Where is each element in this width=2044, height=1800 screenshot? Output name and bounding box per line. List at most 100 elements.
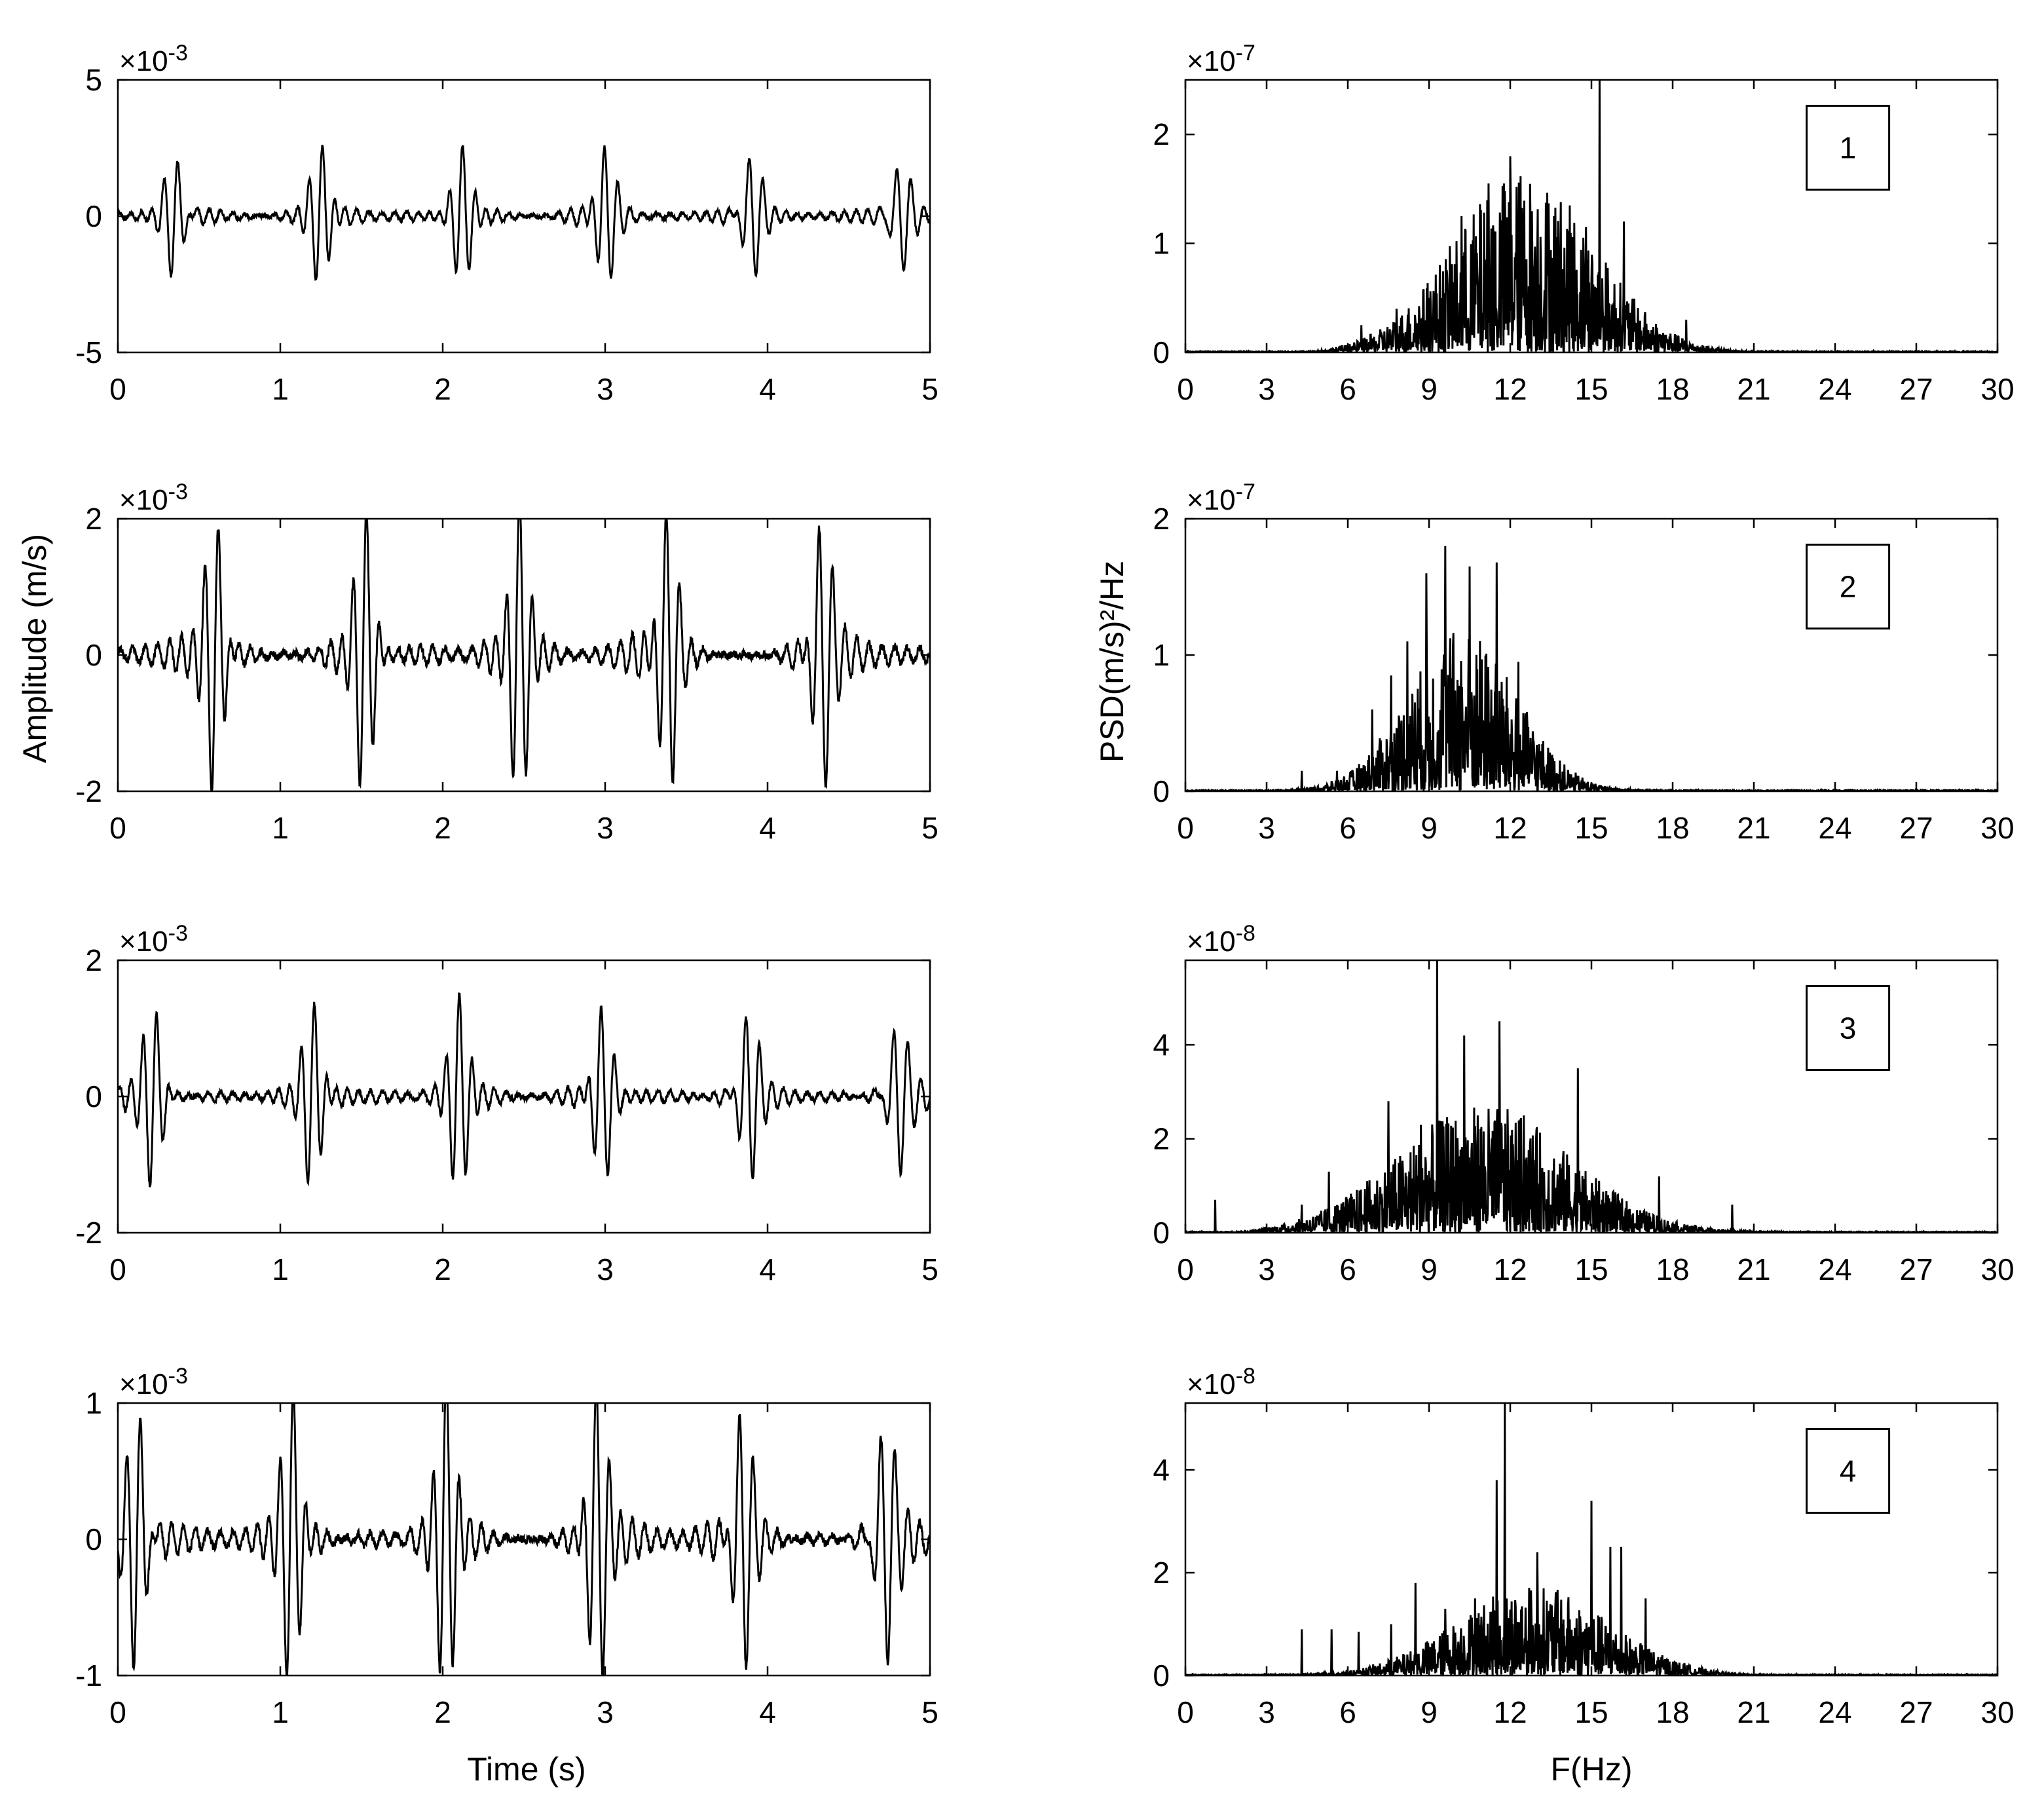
xtick-label-p2-2: 6 bbox=[1339, 811, 1356, 845]
panel-t4: 0 1 2 3 4 5-101×10-3 bbox=[75, 1364, 938, 1729]
legend-box-p2 bbox=[1806, 544, 1891, 630]
xtick-label-p3-3: 9 bbox=[1421, 1252, 1438, 1286]
legend-label-p4: 4 bbox=[1840, 1454, 1857, 1488]
xtick-label-p4-3: 9 bbox=[1421, 1695, 1438, 1729]
xtick-label-p1-3: 9 bbox=[1421, 372, 1438, 406]
xtick-label-p2-0: 0 bbox=[1177, 811, 1194, 845]
xtick-label-p3-8: 24 bbox=[1818, 1252, 1851, 1286]
left-ylabel: Amplitude (m/s) bbox=[16, 534, 53, 763]
multiplier-base-t3: ×10 bbox=[119, 926, 168, 958]
xtick-label-p2-9: 27 bbox=[1899, 811, 1933, 845]
xtick-label-t3-2: 2 bbox=[434, 1252, 451, 1286]
xtick-label-p1-9: 27 bbox=[1899, 372, 1933, 406]
xtick-label-t1-5: 5 bbox=[921, 372, 938, 406]
multiplier-p3: ×10-8 bbox=[1187, 921, 1255, 958]
ytick-label-t1-1: 0 bbox=[85, 199, 102, 233]
ytick-label-p4-2: 4 bbox=[1153, 1453, 1170, 1487]
multiplier-exponent-t1: -3 bbox=[168, 41, 188, 66]
panel-t1: 0 1 2 3 4 5-505×10-3 bbox=[75, 41, 938, 406]
xtick-label-p3-2: 6 bbox=[1339, 1252, 1356, 1286]
multiplier-base-t4: ×10 bbox=[119, 1368, 168, 1400]
xtick-label-p2-10: 30 bbox=[1980, 811, 2014, 845]
right-ylabel: PSD(m/s)²/Hz bbox=[1094, 561, 1130, 762]
right-xlabel: F(Hz) bbox=[1551, 1751, 1633, 1788]
ytick-label-t1-2: 5 bbox=[85, 63, 102, 97]
ytick-label-p3-2: 4 bbox=[1153, 1028, 1170, 1062]
xtick-label-t3-0: 0 bbox=[109, 1252, 126, 1286]
multiplier-t3: ×10-3 bbox=[119, 921, 188, 958]
ytick-label-t2-2: 2 bbox=[85, 502, 102, 536]
legend-label-p1: 1 bbox=[1840, 131, 1857, 165]
xtick-label-p3-5: 15 bbox=[1574, 1252, 1608, 1286]
ytick-label-t2-0: -2 bbox=[75, 774, 102, 808]
multiplier-t4: ×10-3 bbox=[119, 1364, 188, 1400]
xtick-label-p1-1: 3 bbox=[1258, 372, 1275, 406]
multiplier-exponent-p3: -8 bbox=[1236, 921, 1255, 946]
xtick-label-p4-6: 18 bbox=[1656, 1695, 1689, 1729]
xtick-label-p2-5: 15 bbox=[1574, 811, 1608, 845]
ytick-label-p1-1: 1 bbox=[1153, 227, 1170, 261]
ytick-label-p3-0: 0 bbox=[1153, 1216, 1170, 1250]
xtick-label-p4-4: 12 bbox=[1493, 1695, 1527, 1729]
xtick-label-p4-7: 21 bbox=[1737, 1695, 1770, 1729]
xtick-label-p4-5: 15 bbox=[1574, 1695, 1608, 1729]
multiplier-p4: ×10-8 bbox=[1187, 1364, 1255, 1400]
xtick-label-p1-10: 30 bbox=[1980, 372, 2014, 406]
ytick-label-p4-0: 0 bbox=[1153, 1659, 1170, 1693]
xtick-label-t1-1: 1 bbox=[272, 372, 289, 406]
xtick-label-p2-3: 9 bbox=[1421, 811, 1438, 845]
xtick-label-t4-2: 2 bbox=[434, 1695, 451, 1729]
xtick-label-t1-3: 3 bbox=[597, 372, 614, 406]
xtick-label-p1-7: 21 bbox=[1737, 372, 1770, 406]
ytick-label-p2-1: 1 bbox=[1153, 638, 1170, 672]
multiplier-p2: ×10-7 bbox=[1187, 479, 1255, 516]
multiplier-exponent-t2: -3 bbox=[168, 479, 188, 504]
multiplier-exponent-t4: -3 bbox=[168, 1364, 188, 1389]
multiplier-exponent-p1: -7 bbox=[1236, 41, 1255, 66]
ytick-label-p3-1: 2 bbox=[1153, 1122, 1170, 1156]
xtick-label-p4-1: 3 bbox=[1258, 1695, 1275, 1729]
series-line-t3 bbox=[118, 992, 930, 1188]
xtick-label-t3-5: 5 bbox=[921, 1252, 938, 1286]
series-line-t2 bbox=[118, 519, 930, 791]
multiplier-base-p3: ×10 bbox=[1187, 926, 1236, 958]
xtick-label-t1-2: 2 bbox=[434, 372, 451, 406]
legend-box-p3 bbox=[1806, 985, 1891, 1072]
multiplier-p1: ×10-7 bbox=[1187, 41, 1255, 77]
xtick-label-p1-6: 18 bbox=[1656, 372, 1689, 406]
xtick-label-p3-9: 27 bbox=[1899, 1252, 1933, 1286]
ytick-label-p1-2: 2 bbox=[1153, 117, 1170, 151]
xtick-label-t3-4: 4 bbox=[759, 1252, 776, 1286]
xtick-label-t2-5: 5 bbox=[921, 811, 938, 845]
xtick-label-t2-3: 3 bbox=[597, 811, 614, 845]
panels: 0 1 2 3 4 5-505×10-30 1 2 3 4 5-202×10-30 1 2 3 4 5-202… bbox=[75, 41, 2014, 1729]
xtick-label-p2-8: 24 bbox=[1818, 811, 1851, 845]
multiplier-exponent-t3: -3 bbox=[168, 921, 188, 946]
multiplier-base-p1: ×10 bbox=[1187, 45, 1236, 77]
multiplier-t1: ×10-3 bbox=[119, 41, 188, 77]
xtick-label-t4-4: 4 bbox=[759, 1695, 776, 1729]
xtick-label-t4-0: 0 bbox=[109, 1695, 126, 1729]
legend-label-p3: 3 bbox=[1840, 1011, 1857, 1045]
multiplier-exponent-p4: -8 bbox=[1236, 1364, 1255, 1389]
xtick-label-p4-8: 24 bbox=[1818, 1695, 1851, 1729]
xtick-label-p1-2: 6 bbox=[1339, 372, 1356, 406]
ytick-label-p2-2: 2 bbox=[1153, 502, 1170, 536]
ytick-label-t3-0: -2 bbox=[75, 1216, 102, 1250]
ytick-label-t1-0: -5 bbox=[75, 335, 102, 369]
multiplier-exponent-p2: -7 bbox=[1236, 479, 1255, 504]
xtick-label-p3-0: 0 bbox=[1177, 1252, 1194, 1286]
xtick-label-t4-3: 3 bbox=[597, 1695, 614, 1729]
ytick-label-t3-2: 2 bbox=[85, 943, 102, 977]
multiplier-base-p4: ×10 bbox=[1187, 1368, 1236, 1400]
ytick-label-t3-1: 0 bbox=[85, 1079, 102, 1114]
xtick-label-p2-1: 3 bbox=[1258, 811, 1275, 845]
legend-box-p1 bbox=[1806, 105, 1891, 191]
xtick-label-t2-4: 4 bbox=[759, 811, 776, 845]
multiplier-base-t1: ×10 bbox=[119, 45, 168, 77]
ytick-label-p4-1: 2 bbox=[1153, 1556, 1170, 1590]
